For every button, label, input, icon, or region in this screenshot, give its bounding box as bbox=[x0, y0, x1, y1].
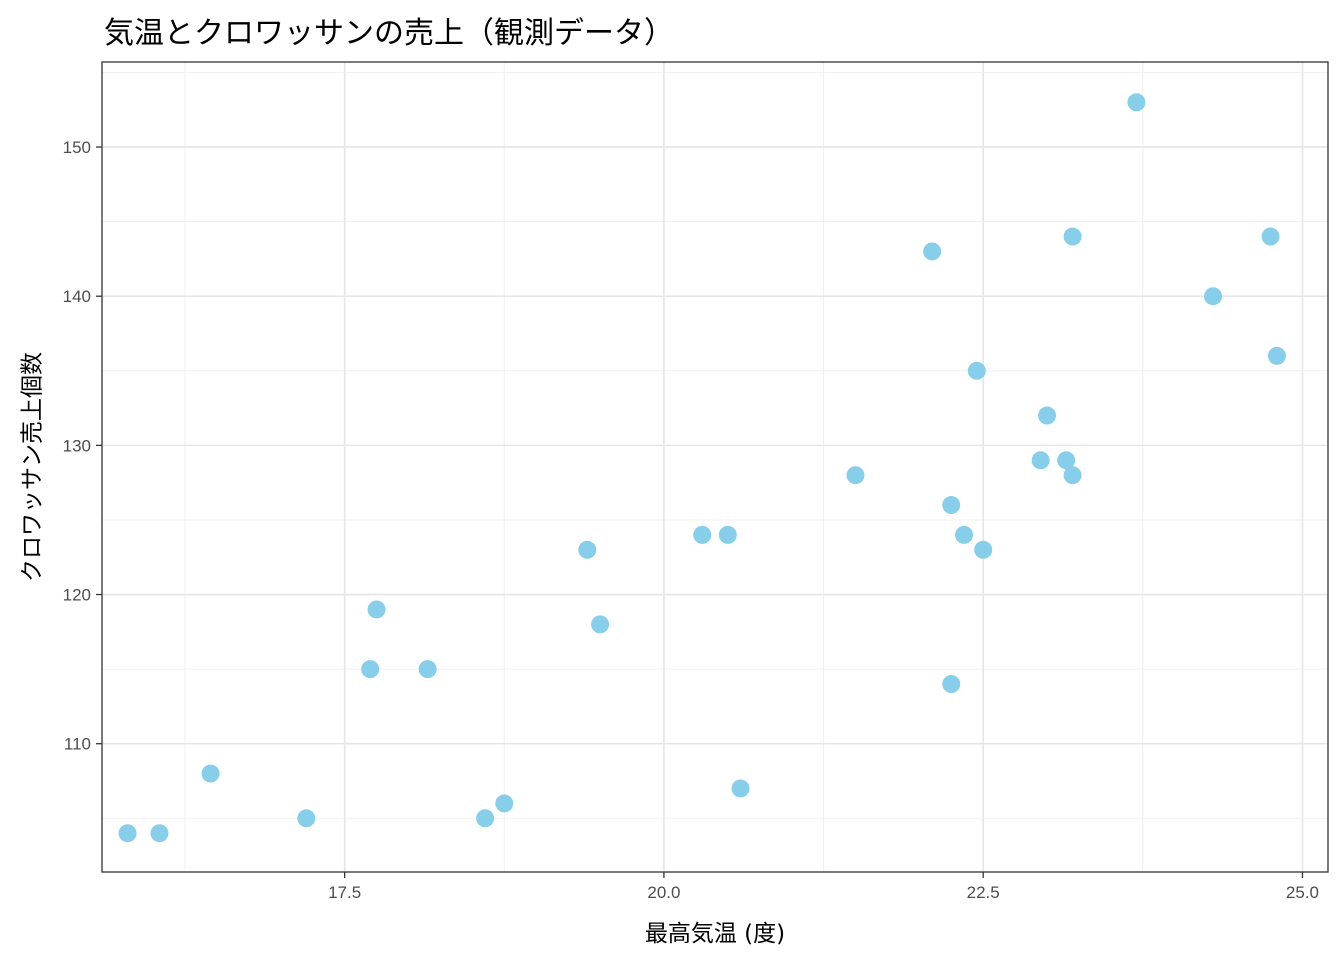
data-point bbox=[942, 496, 961, 515]
data-point bbox=[1063, 227, 1082, 246]
data-point bbox=[974, 540, 993, 559]
data-point bbox=[1031, 451, 1050, 470]
chart-title: 気温とクロワッサンの売上（観測データ） bbox=[104, 16, 674, 51]
x-tick-label: 20.0 bbox=[647, 883, 680, 902]
data-point bbox=[955, 525, 974, 544]
data-point bbox=[476, 809, 495, 828]
y-tick-label: 110 bbox=[64, 735, 91, 754]
data-point bbox=[367, 600, 386, 619]
x-axis-title: 最高気温 (度) bbox=[645, 921, 785, 947]
data-points bbox=[118, 93, 1286, 843]
y-tick-label: 150 bbox=[63, 138, 91, 157]
data-point bbox=[201, 764, 220, 783]
data-point bbox=[118, 824, 137, 843]
data-point bbox=[1127, 93, 1146, 112]
grid-lines bbox=[102, 62, 1328, 872]
data-point bbox=[1267, 346, 1286, 365]
data-point bbox=[1261, 227, 1280, 246]
data-point bbox=[1063, 466, 1082, 485]
x-tick-label: 22.5 bbox=[967, 883, 1000, 902]
data-point bbox=[1038, 406, 1057, 425]
data-point bbox=[591, 615, 610, 634]
data-point bbox=[731, 779, 750, 798]
x-tick-label: 25.0 bbox=[1286, 883, 1319, 902]
data-point bbox=[967, 361, 986, 380]
data-point bbox=[418, 660, 437, 679]
data-point bbox=[693, 525, 712, 544]
data-point bbox=[846, 466, 865, 485]
y-tick-label: 130 bbox=[63, 436, 91, 455]
y-axis-title: クロワッサン売上個数 bbox=[20, 352, 46, 582]
data-point bbox=[942, 675, 961, 694]
x-tick-label: 17.5 bbox=[328, 883, 361, 902]
axis-ticks: 17.5 20.0 22.5 25.0 110 120 130 140 150 bbox=[63, 138, 1319, 902]
data-point bbox=[1057, 451, 1076, 470]
data-point bbox=[361, 660, 380, 679]
data-point bbox=[923, 242, 942, 261]
data-point bbox=[718, 525, 737, 544]
data-point bbox=[1204, 287, 1223, 306]
data-point bbox=[495, 794, 514, 813]
data-point bbox=[150, 824, 169, 843]
data-point bbox=[297, 809, 316, 828]
data-point bbox=[578, 540, 597, 559]
plot-panel bbox=[101, 61, 1329, 873]
y-tick-label: 140 bbox=[63, 287, 91, 306]
y-tick-label: 120 bbox=[63, 586, 91, 605]
